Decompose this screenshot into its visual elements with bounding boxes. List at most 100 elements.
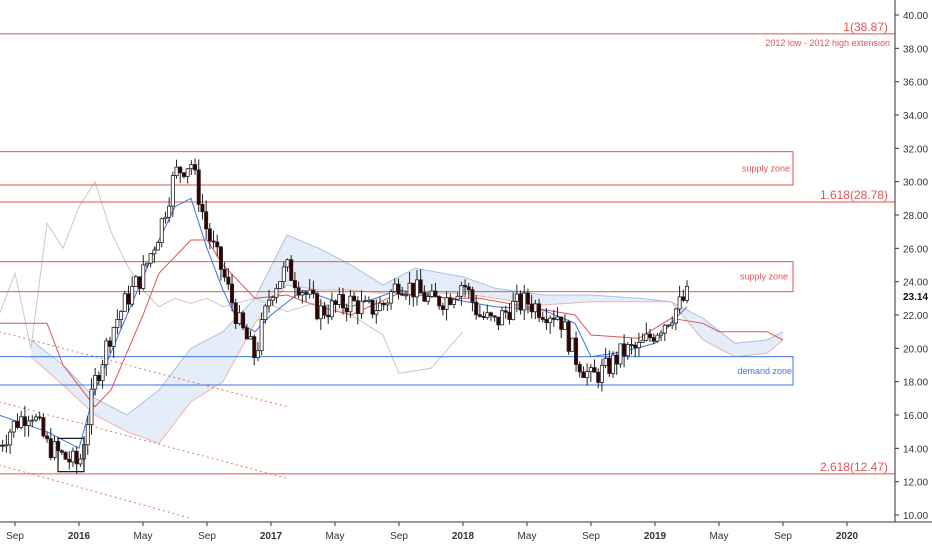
- candle-bull: [93, 374, 98, 390]
- candle-bear: [477, 314, 482, 317]
- candle-bear: [196, 169, 201, 205]
- candle-bull: [4, 444, 9, 447]
- candle-bear: [496, 316, 501, 326]
- candle-bull: [111, 327, 116, 347]
- candle-bull: [618, 343, 623, 365]
- candle-bull: [588, 367, 593, 373]
- candle-bear: [96, 374, 101, 382]
- price-tick-label: 22.00: [903, 311, 928, 322]
- candle-bear: [181, 172, 186, 177]
- candle-bear: [622, 343, 627, 357]
- candle-bull: [522, 292, 527, 311]
- candle-bear: [226, 276, 231, 285]
- candle-bear: [400, 293, 405, 296]
- candle-bear: [507, 311, 512, 320]
- supply-zone-box-0: [0, 151, 794, 186]
- candle-bull: [19, 416, 24, 428]
- candle-bull: [104, 340, 109, 366]
- candle-bull: [662, 324, 667, 334]
- candle-bull: [170, 175, 175, 207]
- candle-bull: [670, 322, 675, 326]
- candle-bull: [562, 321, 567, 330]
- candle-bull: [255, 350, 260, 359]
- candle-bear: [193, 164, 198, 171]
- fib-1618-label: 1.618(28.78): [820, 188, 888, 202]
- candle-bull: [451, 298, 456, 305]
- candle-bull: [248, 336, 253, 340]
- candle-bear: [614, 354, 619, 365]
- candle-bull: [130, 286, 135, 305]
- candle-bear: [492, 315, 497, 318]
- fib-100-label: 1(38.87): [843, 20, 888, 34]
- candle-bear: [63, 451, 68, 460]
- candle-bear: [48, 438, 53, 458]
- candle-bear: [241, 312, 246, 329]
- candle-bear: [607, 357, 612, 374]
- candle-bull: [300, 292, 305, 296]
- candle-bull: [307, 289, 312, 295]
- candle-bear: [204, 211, 209, 230]
- candle-bull: [414, 279, 419, 298]
- candle-bull: [85, 424, 90, 446]
- candle-bull: [548, 317, 553, 324]
- candle-bear: [440, 305, 445, 310]
- kijun-sen-line: [0, 239, 784, 408]
- candle-bear: [352, 295, 357, 302]
- candle-bear: [74, 450, 79, 465]
- senkou-span-a: [30, 234, 784, 416]
- price-tick-label: 24.00: [903, 278, 928, 289]
- candle-bear: [326, 314, 331, 318]
- candle-bear: [222, 268, 227, 278]
- candle-bear: [518, 293, 523, 311]
- candle-bear: [629, 344, 634, 346]
- candle-bull: [348, 295, 353, 313]
- candle-bull: [237, 312, 242, 324]
- candle-bull: [141, 264, 146, 289]
- candle-bull: [570, 337, 575, 352]
- candle-bear: [315, 293, 320, 320]
- candle-bear: [418, 279, 423, 293]
- candle-bear: [292, 280, 297, 289]
- candle-bear: [0, 444, 2, 447]
- candle-bull: [119, 311, 124, 320]
- candle-bear: [230, 283, 235, 304]
- highlight-box: [57, 437, 85, 473]
- price-tick-label: 40.00: [903, 11, 928, 22]
- candle-bull: [115, 319, 120, 328]
- candle-bear: [681, 296, 686, 301]
- candle-bull: [285, 259, 290, 268]
- candle-bull: [555, 316, 560, 320]
- time-tick-label: May: [710, 531, 729, 542]
- candle-bull: [159, 218, 164, 244]
- candle-bull: [185, 168, 190, 177]
- candle-bear: [207, 228, 212, 242]
- candle-bear: [344, 307, 349, 313]
- price-tick-label: 30.00: [903, 178, 928, 189]
- candle-bull: [426, 296, 431, 302]
- candle-bull: [52, 441, 57, 458]
- candle-bear: [525, 292, 530, 305]
- candle-bear: [437, 296, 442, 307]
- candle-bear: [422, 292, 427, 302]
- candle-bull: [30, 419, 35, 422]
- candle-bull: [366, 299, 371, 302]
- tenkan-sen-line: [0, 197, 688, 450]
- trend-channel: [0, 331, 288, 519]
- candle-bull: [599, 365, 604, 383]
- candle-bear: [45, 435, 50, 440]
- candle-bull: [189, 164, 194, 170]
- candle-bull: [337, 294, 342, 305]
- candle-bear: [544, 319, 549, 324]
- candle-bull: [685, 286, 690, 301]
- indicator-lines: [0, 197, 784, 450]
- candle-bull: [329, 300, 334, 318]
- candle-bull: [70, 450, 75, 463]
- candle-bull: [8, 431, 13, 446]
- price-axis: 10.00 12.00 14.00 16.00 18.00 20.00 22.00 24.00…: [894, 0, 928, 522]
- candle-bear: [0, 444, 5, 447]
- candle-bear: [411, 282, 416, 298]
- candle-bear: [296, 287, 301, 296]
- candle-bull: [403, 294, 408, 297]
- price-tick-label: 10.00: [903, 511, 928, 522]
